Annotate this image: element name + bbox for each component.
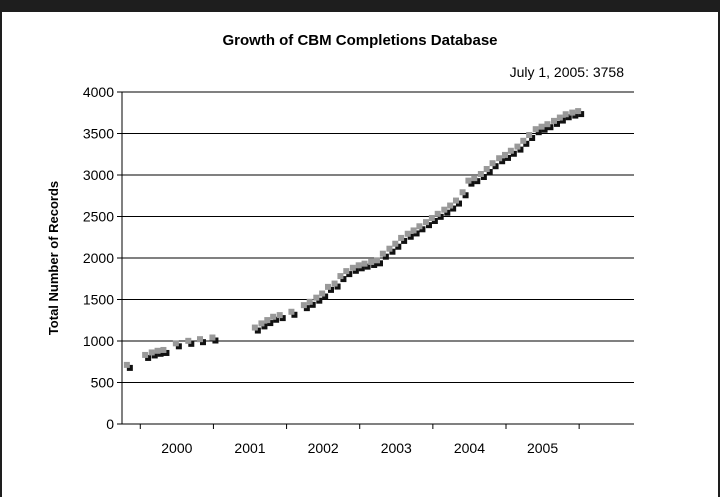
y-tick-label: 2000 (83, 250, 114, 266)
data-point (154, 347, 161, 354)
data-point (160, 346, 167, 353)
data-point (507, 147, 514, 154)
y-tick-label: 500 (91, 375, 115, 391)
data-point (123, 361, 130, 368)
marker-layer (123, 108, 585, 371)
y-tick-label: 2500 (83, 209, 114, 225)
data-point (313, 294, 320, 301)
data-point (148, 349, 155, 356)
y-tick-label: 4000 (83, 84, 114, 100)
data-point (452, 197, 459, 204)
data-point (434, 210, 441, 217)
y-tick-label: 3000 (83, 167, 114, 183)
data-point (502, 151, 508, 158)
data-point (514, 143, 521, 150)
data-point (483, 166, 490, 173)
data-point (423, 219, 430, 226)
data-point (349, 264, 356, 271)
data-point (172, 340, 179, 347)
data-point (355, 262, 362, 269)
axis-layer (117, 91, 634, 429)
grid-layer (122, 91, 634, 383)
data-point (368, 258, 375, 265)
data-point (306, 298, 313, 305)
y-tick-label: 0 (106, 416, 114, 432)
data-point (398, 234, 405, 241)
data-point (428, 214, 435, 221)
data-point (556, 114, 563, 121)
x-tick-label: 2002 (308, 440, 339, 456)
data-point (410, 227, 417, 234)
data-point (185, 337, 192, 344)
annotation-label: July 1, 2005: 3758 (509, 64, 624, 80)
y-tick-label: 1000 (83, 333, 114, 349)
data-point (562, 111, 569, 118)
data-point (404, 230, 411, 237)
data-point (379, 250, 386, 257)
data-point (251, 324, 258, 331)
chart-title: Growth of CBM Completions Database (222, 32, 498, 49)
data-point (526, 131, 533, 138)
x-tick-label: 2005 (527, 440, 558, 456)
x-tick-label: 2004 (454, 440, 485, 456)
data-point (264, 317, 271, 324)
x-tick-label: 2001 (234, 440, 265, 456)
data-point (532, 126, 539, 133)
data-point (569, 109, 576, 116)
data-point (386, 245, 393, 252)
data-point (465, 177, 472, 184)
y-axis-title: Total Number of Records (46, 181, 61, 335)
data-point (196, 336, 203, 343)
data-point (270, 313, 277, 320)
data-point (520, 137, 527, 144)
data-point (471, 175, 478, 182)
data-point (416, 223, 423, 230)
data-point (361, 260, 368, 267)
y-tick-label: 1500 (83, 292, 114, 308)
label-layer: 0 500 1000 1500 2000 2500 3000 3500 4000 2000 2001… (83, 84, 559, 456)
data-point (447, 202, 454, 209)
data-point (496, 155, 503, 162)
data-point (276, 312, 283, 319)
data-point (142, 351, 149, 358)
data-point (319, 290, 326, 297)
x-tick-label: 2000 (161, 440, 192, 456)
data-point (374, 257, 380, 264)
data-point (392, 240, 399, 247)
data-point (337, 273, 344, 280)
data-point (538, 123, 545, 130)
data-point (477, 171, 484, 177)
data-point (575, 108, 582, 115)
data-point (209, 334, 216, 341)
data-point (324, 283, 331, 290)
x-tick-label: 2003 (381, 440, 412, 456)
data-point (343, 268, 350, 275)
data-point (544, 121, 551, 128)
data-point (258, 320, 265, 327)
y-tick-label: 3500 (83, 126, 114, 142)
data-point (288, 308, 295, 315)
data-point (441, 206, 448, 213)
data-point (489, 160, 496, 167)
data-point (551, 117, 558, 124)
data-point (331, 280, 338, 287)
data-point (459, 189, 466, 196)
data-point (300, 302, 307, 309)
